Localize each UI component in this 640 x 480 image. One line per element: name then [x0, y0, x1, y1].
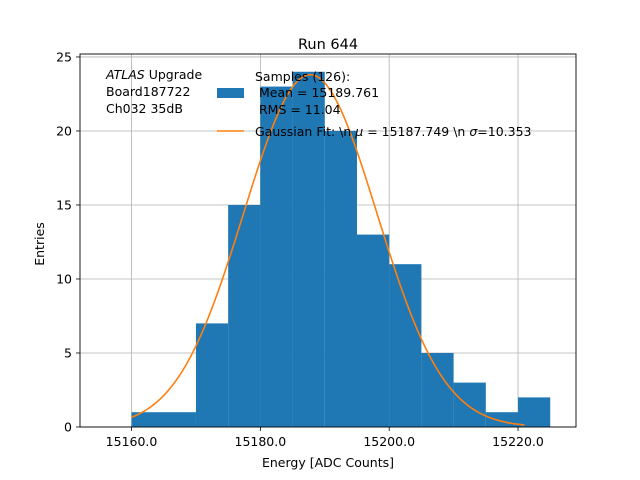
histogram-bar-5: [324, 130, 357, 427]
y-tick-label-1: 5: [64, 345, 72, 360]
atlas-annotation-line1: ATLAS Upgrade: [105, 67, 202, 82]
atlas-annotation-channel: Ch032 35dB: [106, 101, 183, 116]
y-tick-label-3: 15: [56, 197, 72, 212]
legend-mean-label: Mean = 15189.761: [255, 85, 379, 100]
histogram-bar-8: [421, 352, 454, 427]
y-axis-label: Entries: [32, 222, 47, 266]
histogram-bar-4: [292, 71, 325, 427]
legend-rms-label: RMS = 11.04: [255, 102, 341, 117]
legend-fit-sigma-symbol: σ: [469, 124, 478, 139]
y-axis-ticks: 0 5 10 15 20 25: [56, 49, 80, 435]
histogram-bar-11: [518, 397, 551, 427]
legend-fit-prefix: Gaussian Fit: \n: [255, 124, 355, 139]
plot-frame: [79, 53, 577, 428]
legend-fit-label: Gaussian Fit: \n μ = 15187.749 \n σ=10.3…: [255, 124, 532, 139]
x-tick-label-2: 15200.0: [363, 434, 415, 449]
gaussian-fit-line: [131, 73, 525, 426]
atlas-label: ATLAS: [105, 67, 145, 82]
atlas-annotation-board: Board187722: [106, 84, 190, 99]
x-tick-label-3: 15220.0: [492, 434, 544, 449]
legend: Samples (126): Mean = 15189.761 RMS = 11…: [217, 69, 532, 139]
histogram-bar-6: [356, 234, 390, 427]
histogram-bar-2: [228, 204, 261, 427]
x-axis-ticks: 15160.0 15180.0 15200.0 15220.0: [106, 427, 544, 449]
legend-fit-mu-symbol: μ: [354, 124, 363, 139]
chart-title: Run 644: [298, 37, 358, 53]
histogram-bar-9: [453, 382, 486, 427]
atlas-annotation: ATLAS Upgrade Board187722 Ch032 35dB: [105, 67, 202, 116]
x-axis-label: Energy [ADC Counts]: [262, 455, 394, 470]
histogram-bar-1: [195, 323, 229, 427]
legend-histogram-swatch: [217, 88, 244, 98]
upgrade-label: Upgrade: [145, 67, 203, 82]
legend-fit-suffix: =10.353: [477, 124, 531, 139]
y-tick-label-2: 10: [56, 271, 72, 286]
y-tick-label-0: 0: [64, 420, 72, 435]
legend-fit-mid: = 15187.749 \n: [363, 124, 469, 139]
legend-samples-label: Samples (126):: [255, 69, 350, 84]
y-tick-label-4: 20: [56, 123, 72, 138]
histogram-bar-0: [131, 412, 196, 427]
y-tick-label-5: 25: [56, 49, 72, 64]
histogram-bars: [131, 71, 551, 428]
histogram-bar-10: [485, 412, 519, 427]
x-tick-label-0: 15160.0: [106, 434, 158, 449]
x-tick-label-1: 15180.0: [235, 434, 287, 449]
histogram-bar-7: [389, 264, 422, 427]
